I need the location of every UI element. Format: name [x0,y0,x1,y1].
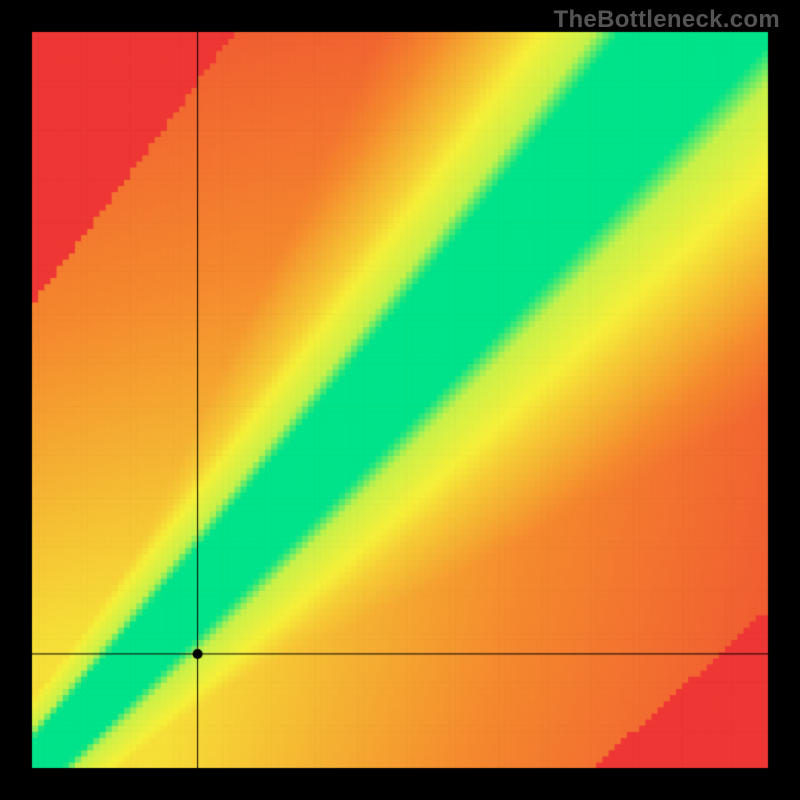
watermark-text: TheBottleneck.com [554,6,780,34]
bottleneck-heatmap [0,0,800,800]
chart-container: TheBottleneck.com [0,0,800,800]
